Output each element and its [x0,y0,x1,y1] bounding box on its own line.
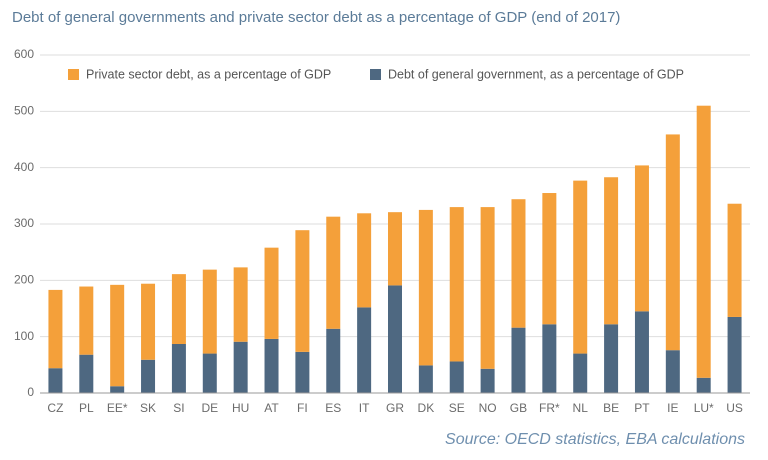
bar-segment [110,284,125,387]
x-tick-label: SE [449,401,465,415]
bar-segment [449,207,464,362]
bar-segment [480,207,495,369]
y-tick-label: 600 [14,47,34,61]
x-tick-label: GB [510,401,527,415]
bar-segment [79,354,94,393]
bar-segment [665,350,680,393]
bar-segment [449,361,464,393]
bar-segment [48,289,63,369]
bar-segment [326,216,341,329]
bar-segment [141,359,156,393]
bar-segment [480,368,495,393]
bar-segment [418,209,433,366]
x-tick-label: AT [264,401,279,415]
bar-segment [542,193,557,325]
bar-segment [604,177,619,325]
y-tick-label: 100 [14,329,34,343]
bar-segment [79,286,94,355]
x-tick-label: SK [140,401,156,415]
x-tick-label: SI [173,401,184,415]
legend-swatch [68,69,79,80]
bar-segment [634,165,649,312]
bar-segment [727,203,742,317]
bar-segment [171,274,186,344]
chart-title: Debt of general governments and private … [12,9,620,26]
bar-segment [48,368,63,393]
x-tick-label: GR [386,401,404,415]
bar-segment [326,328,341,393]
bar-segment [665,134,680,351]
bar-segment [511,327,526,393]
source-note: Source: OECD statistics, EBA calculation… [445,431,745,448]
bar-segment [388,212,402,286]
bar-segment [573,353,588,393]
y-tick-label: 400 [14,160,34,174]
x-tick-label: FR* [539,401,560,415]
x-tick-label: FI [297,401,308,415]
x-tick-label: NO [479,401,497,415]
x-tick-label: IT [359,401,370,415]
bar-segment [202,269,217,354]
bar-segment [727,316,742,393]
x-tick-label: BE [603,401,619,415]
legend-label: Debt of general government, as a percent… [388,67,684,81]
bar-segment [511,199,526,328]
bar-segment [418,365,433,393]
y-tick-label: 500 [14,104,34,118]
bar-segment [264,247,279,339]
x-tick-label: LU* [694,401,714,415]
bar-segment [573,180,588,354]
x-tick-label: ES [325,401,341,415]
y-tick-label: 0 [27,385,34,399]
bar-segment [141,283,156,360]
x-tick-label: HU [232,401,249,415]
bar-segment [295,230,310,352]
bar-segment [171,343,186,393]
x-tick-label: DE [201,401,218,415]
bar-segment [295,351,310,393]
x-tick-label: NL [573,401,589,415]
bar-segment [264,338,279,393]
legend-label: Private sector debt, as a percentage of … [86,67,331,81]
x-tick-label: US [726,401,743,415]
legend-swatch [370,69,381,80]
bar-segment [202,353,217,393]
bar-segment [110,386,125,393]
x-tick-label: PL [79,401,94,415]
bar-segment [696,377,711,393]
bar-segment [357,213,372,308]
x-tick-label: DK [418,401,435,415]
bar-segment [233,341,248,393]
x-tick-label: IE [667,401,678,415]
x-tick-label: EE* [107,401,128,415]
y-tick-label: 200 [14,273,34,287]
bar-segment [233,267,248,342]
y-tick-label: 300 [14,216,34,230]
bar-segment [696,105,711,378]
bar-segment [388,285,402,393]
bar-segment [604,324,619,393]
bar-segment [542,324,557,393]
bar-segment [357,307,372,393]
bar-segment [634,311,649,393]
x-tick-label: PT [634,401,650,415]
x-tick-label: CZ [47,401,63,415]
